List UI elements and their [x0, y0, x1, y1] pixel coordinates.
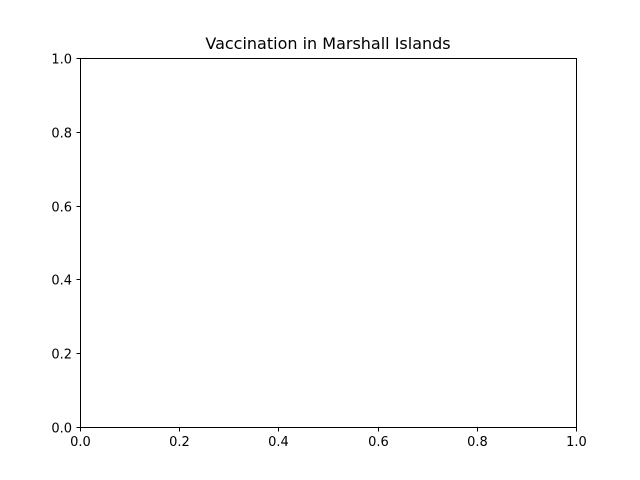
y-tick-label: 0.8	[51, 127, 72, 142]
x-tick-label: 0.6	[368, 435, 389, 450]
y-tick-label: 0.2	[51, 348, 72, 363]
y-tick-label: 0.4	[51, 274, 72, 289]
y-axis: 0.0 0.2 0.4 0.6 0.8 1.0	[51, 53, 81, 437]
y-tick-label: 0.0	[51, 422, 72, 437]
x-tick-label: 0.2	[169, 435, 190, 450]
chart-title: Vaccination in Marshall Islands	[205, 34, 450, 53]
x-tick-label: 0.0	[70, 435, 91, 450]
x-axis: 0.0 0.2 0.4 0.6 0.8 1.0	[70, 427, 587, 450]
x-tick-label: 0.8	[467, 435, 488, 450]
plot-area	[80, 58, 577, 428]
x-tick-label: 0.4	[268, 435, 289, 450]
y-tick-label: 1.0	[51, 53, 72, 68]
x-tick-label: 1.0	[566, 435, 587, 450]
y-tick-label: 0.6	[51, 201, 72, 216]
